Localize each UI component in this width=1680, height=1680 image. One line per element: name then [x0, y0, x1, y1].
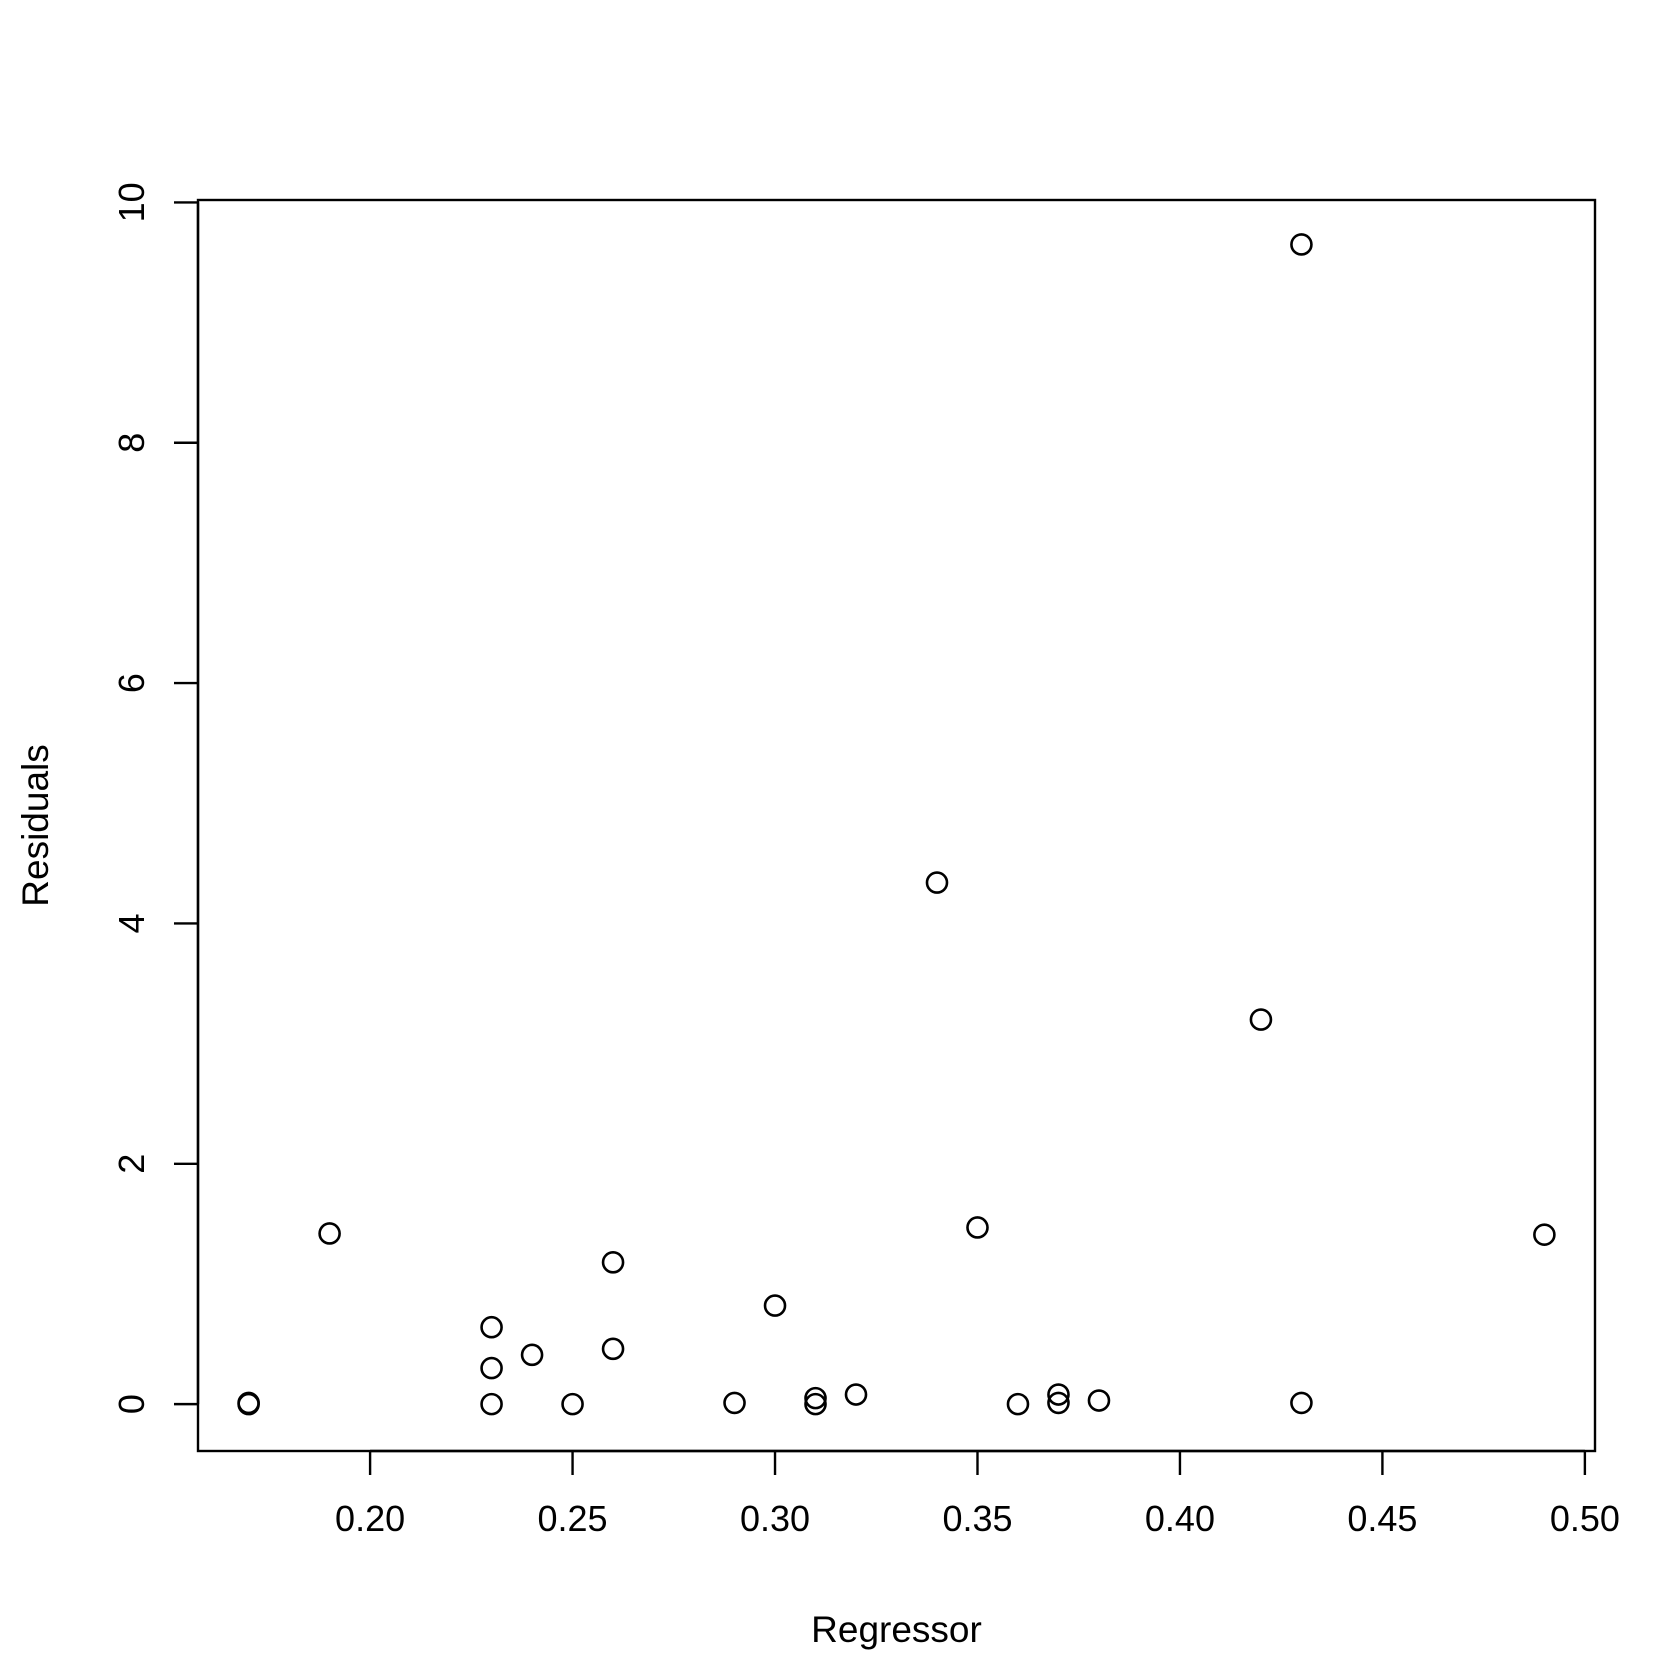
data-point: [480, 1392, 503, 1416]
data-point: [1047, 1391, 1070, 1415]
data-point: [1087, 1389, 1111, 1412]
data-point: [966, 1216, 989, 1239]
y-tick-label: 4: [111, 913, 152, 933]
data-point: [804, 1392, 827, 1416]
y-axis-title: Residuals: [15, 744, 56, 906]
data-point: [1047, 1383, 1070, 1406]
data-point: [601, 1251, 625, 1274]
data-point: [844, 1383, 868, 1406]
x-tick-label: 0.50: [1550, 1498, 1620, 1539]
data-point: [1249, 1008, 1273, 1031]
y-tick-label: 8: [111, 433, 152, 453]
y-tick-label: 6: [111, 673, 152, 693]
data-point: [763, 1294, 787, 1317]
x-tick-label: 0.40: [1145, 1498, 1215, 1539]
y-axis: 0 2 4 6 8 10: [111, 182, 200, 1414]
data-point: [1533, 1223, 1556, 1246]
x-tick-label: 0.20: [335, 1498, 405, 1539]
y-tick-label: 0: [111, 1394, 152, 1414]
x-tick-label: 0.25: [538, 1498, 608, 1539]
data-point: [318, 1222, 341, 1245]
data-point: [1006, 1392, 1030, 1416]
data-point: [561, 1392, 584, 1416]
data-point: [1290, 1391, 1313, 1415]
y-tick-label: 2: [111, 1154, 152, 1174]
data-point: [520, 1343, 544, 1367]
data-point: [601, 1337, 625, 1361]
data-point: [1290, 233, 1313, 256]
x-axis: 0.20 0.25 0.30 0.35 0.40 0.45 0.50: [335, 1449, 1620, 1539]
y-tick-label: 10: [111, 182, 152, 222]
data-points: [237, 233, 1556, 1416]
data-point: [480, 1315, 503, 1339]
data-point: [723, 1391, 746, 1415]
data-point: [804, 1386, 827, 1410]
data-point: [925, 871, 949, 894]
x-axis-title: Regressor: [811, 1609, 982, 1650]
x-tick-label: 0.45: [1347, 1498, 1417, 1539]
data-point: [237, 1391, 260, 1415]
x-tick-label: 0.35: [942, 1498, 1012, 1539]
x-tick-label: 0.30: [740, 1498, 810, 1539]
data-point: [480, 1356, 503, 1380]
